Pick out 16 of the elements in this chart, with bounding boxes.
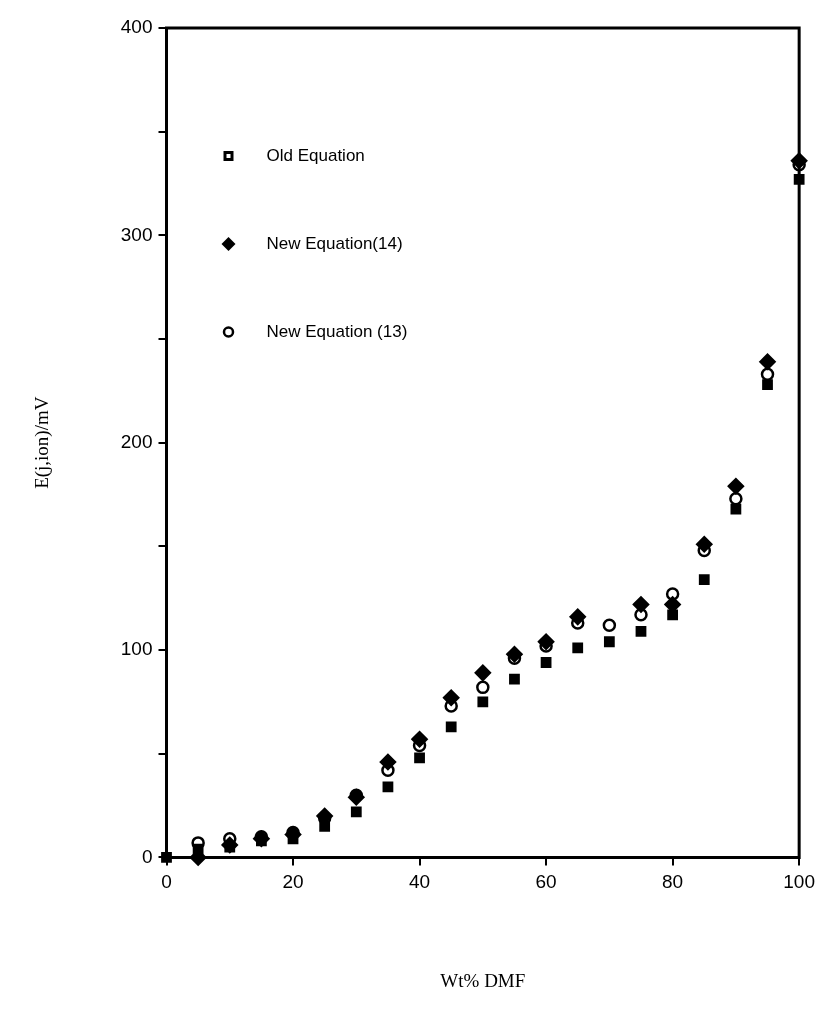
legend-label: New Equation(14) [266, 233, 403, 253]
y-tick-label: 400 [120, 16, 153, 38]
legend-label: New Equation (13) [266, 321, 408, 341]
x-tick-label: 80 [662, 871, 684, 893]
y-tick-label: 300 [120, 223, 153, 245]
y-axis-title: E(j,ion)/mV [31, 396, 54, 489]
x-axis-title: Wt% DMF [440, 969, 526, 991]
legend-label: Old Equation [266, 145, 365, 165]
x-tick-label: 100 [783, 871, 815, 893]
x-tick-label: 0 [161, 871, 172, 893]
y-tick-label: 200 [120, 430, 153, 452]
x-tick-label: 40 [408, 871, 431, 893]
y-tick-label: 100 [120, 638, 153, 660]
x-tick-label: 60 [535, 871, 557, 893]
y-tick-label: 0 [141, 845, 153, 867]
x-tick-label: 20 [282, 871, 304, 893]
